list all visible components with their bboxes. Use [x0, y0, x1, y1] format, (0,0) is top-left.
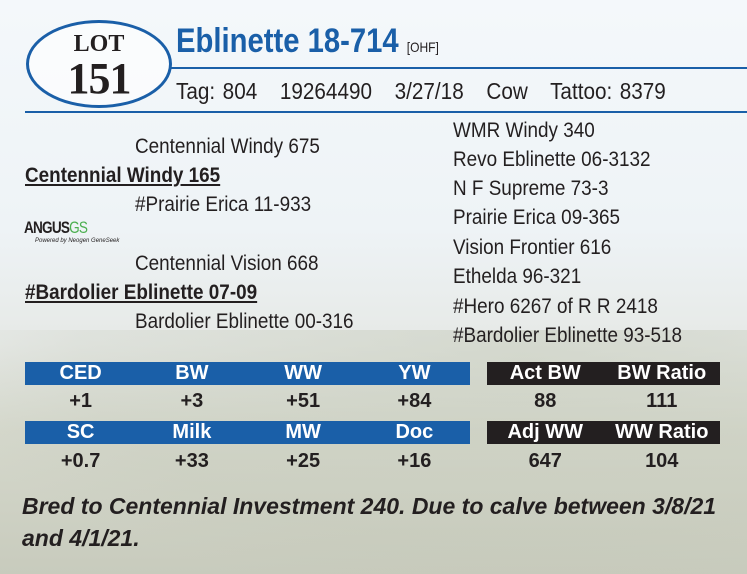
- animal-info: Tag: 804 19264490 3/27/18 Cow Tattoo: 83…: [176, 78, 666, 105]
- tattoo: Tattoo: 8379: [550, 78, 666, 104]
- epd-header: CED: [59, 362, 102, 384]
- logo-tagline: Powered by Neogen GeneSeek: [35, 238, 120, 244]
- epd-value: +25: [286, 450, 321, 472]
- epd-value: +16: [397, 450, 432, 472]
- actual-values-row-2: 647 104: [487, 450, 720, 473]
- epd-value: +1: [69, 390, 93, 412]
- pedigree-sire-dam: #Prairie Erica 11-933: [135, 193, 312, 216]
- pedigree-right: #Bardolier Eblinette 93-518: [453, 324, 683, 347]
- title-divider: [170, 67, 747, 69]
- animal-name: Eblinette 18-714 [OHF]: [176, 22, 439, 61]
- actual-header-row-2: Adj WW WW Ratio: [487, 421, 720, 444]
- epd-values-row-2: +0.7 +33 +25 +16: [25, 450, 470, 473]
- tag: Tag: 804: [176, 78, 258, 104]
- registration-number: 19264490: [279, 78, 372, 104]
- epd-value: +51: [286, 390, 321, 412]
- epd-value: +3: [180, 390, 204, 412]
- logo-text: ANGUS: [24, 218, 70, 237]
- pedigree-dam: #Bardolier Eblinette 07-09: [25, 281, 258, 304]
- breeding-note: Bred to Centennial Investment 240. Due t…: [22, 493, 717, 551]
- epd-header: MW: [285, 421, 321, 443]
- header-divider: [25, 111, 747, 113]
- pedigree-sire-sire: Centennial Windy 675: [135, 135, 320, 158]
- pedigree-right: Ethelda 96-321: [453, 265, 582, 288]
- epd-value: +33: [174, 450, 209, 472]
- pedigree-right: Vision Frontier 616: [453, 236, 612, 259]
- actual-header: WW Ratio: [615, 421, 709, 443]
- pedigree-sire: Centennial Windy 165: [25, 164, 221, 187]
- birth-date: 3/27/18: [394, 78, 464, 104]
- angus-gs-logo: ANGUSGS: [24, 218, 88, 238]
- epd-values-row-1: +1 +3 +51 +84: [25, 390, 470, 413]
- epd-header: SC: [66, 421, 95, 443]
- actual-value: 647: [528, 450, 562, 472]
- pedigree-dam-dam: Bardolier Eblinette 00-316: [135, 310, 354, 333]
- epd-header: WW: [284, 362, 322, 384]
- epd-header: YW: [398, 362, 431, 384]
- pedigree-right: #Hero 6267 of R R 2418: [453, 295, 658, 318]
- pedigree-right: WMR Windy 340: [453, 119, 595, 142]
- actual-header: BW Ratio: [617, 362, 707, 384]
- lot-label: LOT: [73, 31, 125, 57]
- epd-value: +84: [397, 390, 432, 412]
- registry-code: [OHF]: [406, 39, 439, 55]
- actual-values-row-1: 88 111: [487, 390, 720, 413]
- actual-header: Act BW: [509, 362, 581, 384]
- logo-suffix: GS: [69, 218, 88, 237]
- animal-name-text: Eblinette 18-714: [176, 22, 399, 60]
- pedigree-dam-sire: Centennial Vision 668: [135, 252, 319, 275]
- epd-header: BW: [175, 362, 209, 384]
- epd-header: Milk: [172, 421, 212, 443]
- pedigree-right: N F Supreme 73-3: [453, 177, 609, 200]
- epd-header: Doc: [395, 421, 434, 443]
- actual-header: Adj WW: [507, 421, 584, 443]
- actual-value: 104: [645, 450, 679, 472]
- epd-value: +0.7: [60, 450, 101, 472]
- lot-badge: LOT 151: [26, 20, 172, 108]
- pedigree-right: Revo Eblinette 06-3132: [453, 148, 651, 171]
- actual-value: 88: [534, 390, 557, 412]
- pedigree-right: Prairie Erica 09-365: [453, 206, 621, 229]
- actual-header-row-1: Act BW BW Ratio: [487, 362, 720, 385]
- epd-header-row-2: SC Milk MW Doc: [25, 421, 470, 444]
- epd-header-row-1: CED BW WW YW: [25, 362, 470, 385]
- sex: Cow: [486, 78, 528, 104]
- actual-value: 111: [646, 390, 678, 412]
- lot-number: 151: [67, 54, 132, 103]
